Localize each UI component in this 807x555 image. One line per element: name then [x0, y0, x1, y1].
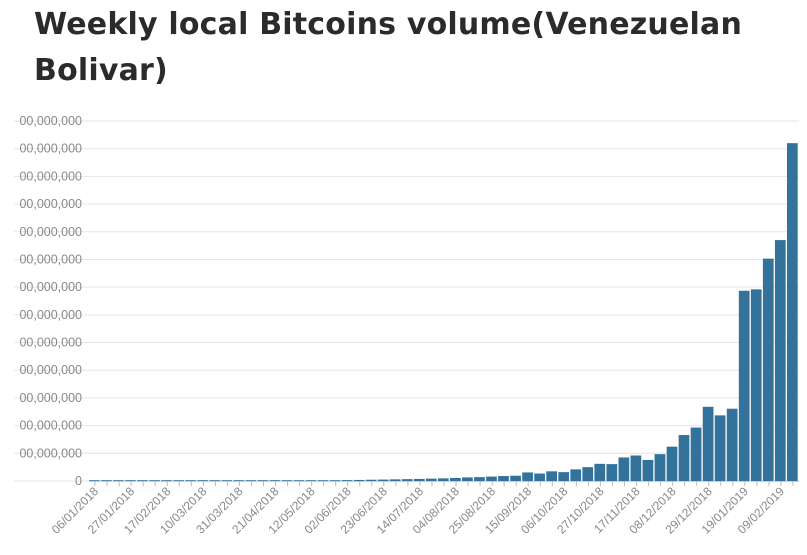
bar[interactable]: [486, 476, 497, 481]
bar[interactable]: [161, 480, 172, 481]
y-tick-label: 00,000,000: [19, 252, 82, 266]
bar[interactable]: [750, 289, 762, 481]
bar[interactable]: [450, 477, 461, 481]
y-tick-label: 00,000,000: [19, 114, 82, 128]
bar[interactable]: [233, 480, 245, 481]
bar[interactable]: [101, 480, 112, 481]
bar[interactable]: [257, 480, 269, 481]
bar[interactable]: [125, 480, 136, 481]
bar[interactable]: [786, 143, 798, 481]
y-tick-label: 00,000,000: [19, 446, 82, 460]
y-tick-label: 00,000,000: [19, 169, 82, 183]
bar[interactable]: [510, 475, 521, 481]
bar[interactable]: [329, 480, 341, 481]
bar[interactable]: [137, 480, 148, 481]
x-axis: 06/01/201827/01/201817/02/201810/03/2018…: [49, 481, 799, 537]
bar[interactable]: [738, 290, 750, 481]
bar[interactable]: [245, 480, 257, 481]
bar[interactable]: [413, 478, 425, 481]
y-tick-label: 00,000,000: [19, 363, 82, 377]
bar[interactable]: [437, 478, 449, 481]
bar[interactable]: [365, 479, 377, 481]
bar[interactable]: [546, 471, 558, 481]
bar[interactable]: [173, 480, 184, 481]
bar[interactable]: [594, 463, 606, 481]
bar[interactable]: [113, 480, 124, 481]
y-tick-label: 00,000,000: [19, 336, 82, 350]
bar[interactable]: [269, 480, 281, 481]
bar[interactable]: [666, 446, 678, 481]
chart-title: Weekly local Bitcoins volume(Venezuelan …: [34, 7, 743, 88]
gridlines: [14, 120, 799, 482]
bar[interactable]: [149, 480, 160, 481]
bar[interactable]: [341, 480, 353, 481]
bar[interactable]: [678, 435, 690, 481]
bar[interactable]: [185, 480, 196, 481]
bar[interactable]: [498, 476, 509, 481]
y-tick-label: 00,000,000: [19, 419, 82, 433]
bar[interactable]: [389, 479, 401, 481]
y-tick-label: 00,000,000: [19, 142, 82, 156]
bar[interactable]: [606, 464, 618, 481]
bar[interactable]: [570, 469, 582, 481]
bar[interactable]: [281, 480, 293, 481]
bar[interactable]: [702, 406, 714, 481]
bar[interactable]: [654, 454, 666, 481]
y-tick-label: 00,000,000: [19, 308, 82, 322]
y-tick-label: 00,000,000: [19, 225, 82, 239]
bar[interactable]: [353, 479, 365, 481]
bar[interactable]: [774, 240, 786, 481]
bar[interactable]: [401, 479, 413, 481]
bar[interactable]: [534, 473, 545, 481]
y-tick-label: 00,000,000: [19, 391, 82, 405]
bar[interactable]: [89, 480, 100, 481]
bars: [89, 143, 798, 481]
bar[interactable]: [293, 480, 305, 481]
bar[interactable]: [558, 472, 570, 481]
y-axis: 0 00,000,000 00,000,000 00,000,000 00,000,00…: [19, 114, 82, 488]
bar[interactable]: [618, 457, 630, 481]
bar[interactable]: [209, 480, 221, 481]
bar[interactable]: [462, 477, 473, 481]
bar[interactable]: [425, 478, 437, 481]
bar[interactable]: [305, 480, 317, 481]
bar[interactable]: [522, 472, 533, 481]
bar[interactable]: [726, 408, 738, 481]
bar[interactable]: [690, 427, 702, 481]
bar[interactable]: [221, 480, 233, 481]
bar[interactable]: [197, 480, 209, 481]
bar[interactable]: [642, 459, 654, 481]
y-tick-label: 00,000,000: [19, 197, 82, 211]
bar[interactable]: [474, 477, 485, 481]
y-tick-label: 0: [75, 474, 82, 488]
bar[interactable]: [317, 480, 329, 481]
bar[interactable]: [630, 455, 642, 481]
bar[interactable]: [762, 258, 774, 481]
bar[interactable]: [714, 415, 726, 481]
bar[interactable]: [582, 467, 594, 481]
bar[interactable]: [377, 479, 389, 481]
y-tick-label: 00,000,000: [19, 280, 82, 294]
